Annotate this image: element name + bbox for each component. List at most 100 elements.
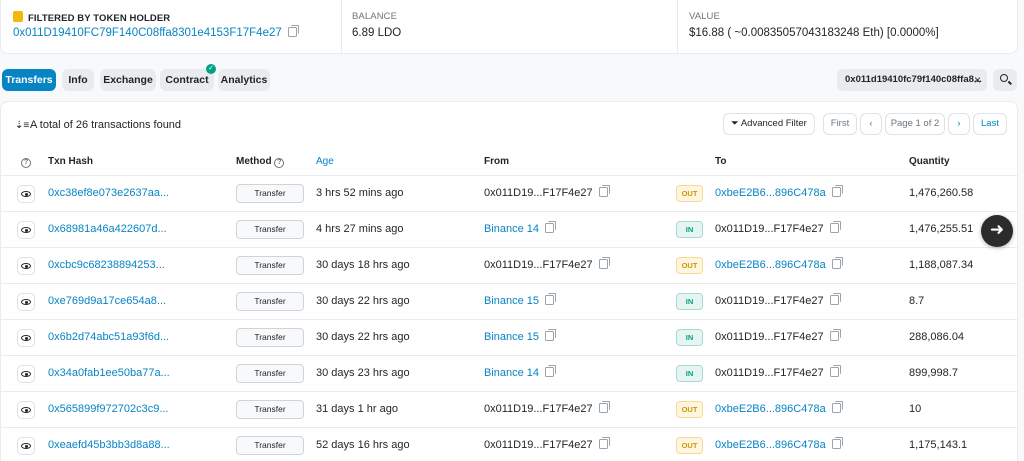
holder-address-link[interactable]: 0x011D19410FC79F140C08ffa8301e4153F17F4e… xyxy=(13,27,282,39)
close-icon[interactable]: × xyxy=(973,73,981,87)
copy-icon[interactable] xyxy=(829,221,841,233)
copy-icon[interactable] xyxy=(829,293,841,305)
method-badge: Transfer xyxy=(236,256,304,275)
value-section: VALUE $16.88 ( ~0.00835057043183248 Eth)… xyxy=(677,0,1017,54)
sort-icon: ⇣≡ xyxy=(15,120,30,131)
to-address[interactable]: 0x011D19...F17F4e27 xyxy=(715,329,841,343)
to-address[interactable]: 0x011D19...F17F4e27 xyxy=(715,293,841,307)
eye-icon xyxy=(21,443,31,449)
direction-badge: IN xyxy=(676,329,703,346)
view-details-button[interactable] xyxy=(17,365,35,383)
copy-icon[interactable] xyxy=(829,329,841,341)
direction-badge: IN xyxy=(676,293,703,310)
filter-chip-label: 0x011d19410fc79f140c08ffa8... xyxy=(845,74,982,85)
copy-icon[interactable] xyxy=(287,25,299,37)
txn-hash-link[interactable]: 0x6b2d74abc51a93f6d... xyxy=(48,331,170,343)
eye-icon xyxy=(21,263,31,269)
next-page-button[interactable]: › xyxy=(948,113,970,135)
copy-icon[interactable] xyxy=(598,401,610,413)
tab-transfers[interactable]: Transfers xyxy=(2,69,56,91)
to-address[interactable]: 0x011D19...F17F4e27 xyxy=(715,365,841,379)
view-details-button[interactable] xyxy=(17,185,35,203)
to-address[interactable]: 0xbeE2B6...896C478a xyxy=(715,401,843,415)
view-details-button[interactable] xyxy=(17,329,35,347)
direction-badge: OUT xyxy=(676,437,703,454)
to-address[interactable]: 0xbeE2B6...896C478a xyxy=(715,257,843,271)
copy-icon[interactable] xyxy=(831,401,843,413)
method-badge: Transfer xyxy=(236,220,304,239)
table-row: 0x34a0fab1ee50ba77a... Transfer 30 days 23… xyxy=(1,356,1017,392)
age-text: 3 hrs 52 mins ago xyxy=(316,187,404,199)
transfers-card: ⇣≡A total of 26 transactions found ⏷ Adv… xyxy=(0,101,1018,461)
tab-exchange[interactable]: Exchange xyxy=(100,69,156,91)
quantity-value: 1,188,087.34 xyxy=(909,259,974,271)
txn-hash-link[interactable]: 0x565899f972702c3c9... xyxy=(48,403,169,415)
table-row: 0x6b2d74abc51a93f6d... Transfer 30 days 22… xyxy=(1,320,1017,356)
holder-address[interactable]: 0x011D19410FC79F140C08ffa8301e4153F17F4e… xyxy=(13,25,299,39)
balance-value: 6.89 LDO xyxy=(352,27,402,39)
table-header: ? Txn Hash Method ? Age From To Quantity xyxy=(1,148,1017,176)
copy-icon[interactable] xyxy=(831,185,843,197)
from-address[interactable]: Binance 14 xyxy=(484,365,557,379)
last-page-button[interactable]: Last xyxy=(973,113,1007,135)
table-row: 0xe769d9a17ce654a8... Transfer 30 days 22 … xyxy=(1,284,1017,320)
search-icon xyxy=(1000,74,1008,82)
to-address[interactable]: 0x011D19...F17F4e27 xyxy=(715,221,841,235)
first-page-button[interactable]: First xyxy=(823,113,857,135)
tab-analytics[interactable]: Analytics xyxy=(218,69,270,91)
to-address[interactable]: 0xbeE2B6...896C478a xyxy=(715,437,843,451)
from-address[interactable]: Binance 14 xyxy=(484,221,557,235)
view-details-button[interactable] xyxy=(17,293,35,311)
from-address[interactable]: 0x011D19...F17F4e27 xyxy=(484,257,610,271)
copy-icon[interactable] xyxy=(545,221,557,233)
search-button[interactable] xyxy=(993,69,1017,91)
view-details-button[interactable] xyxy=(17,257,35,275)
method-badge: Transfer xyxy=(236,328,304,347)
from-address[interactable]: 0x011D19...F17F4e27 xyxy=(484,437,610,451)
copy-icon[interactable] xyxy=(598,257,610,269)
txn-hash-link[interactable]: 0xeaefd45b3bb3d8a88... xyxy=(48,439,170,451)
method-help-icon[interactable]: ? xyxy=(274,158,285,168)
from-address[interactable]: 0x011D19...F17F4e27 xyxy=(484,185,610,199)
method-badge: Transfer xyxy=(236,436,304,455)
scroll-right-button[interactable]: ➜ xyxy=(981,215,1013,247)
view-details-button[interactable] xyxy=(17,437,35,455)
col-age[interactable]: Age xyxy=(316,156,334,167)
txn-hash-link[interactable]: 0xcbc9c68238894253... xyxy=(48,259,165,271)
view-details-button[interactable] xyxy=(17,401,35,419)
from-address[interactable]: Binance 15 xyxy=(484,293,557,307)
copy-icon[interactable] xyxy=(829,365,841,377)
verified-check-icon: ✓ xyxy=(206,64,216,74)
prev-page-button[interactable]: ‹ xyxy=(860,113,882,135)
quantity-value: 899,998.7 xyxy=(909,367,958,379)
txn-hash-link[interactable]: 0x68981a46a422607d... xyxy=(48,223,167,235)
txn-hash-link[interactable]: 0xe769d9a17ce654a8... xyxy=(48,295,167,307)
view-details-button[interactable] xyxy=(17,221,35,239)
from-address[interactable]: 0x011D19...F17F4e27 xyxy=(484,401,610,415)
balance-label: BALANCE xyxy=(352,11,398,22)
copy-icon[interactable] xyxy=(545,365,557,377)
col-method: Method ? xyxy=(236,156,285,168)
age-text: 30 days 22 hrs ago xyxy=(316,331,410,343)
direction-badge: OUT xyxy=(676,257,703,274)
copy-icon[interactable] xyxy=(598,437,610,449)
copy-icon[interactable] xyxy=(545,293,557,305)
txn-hash-link[interactable]: 0x34a0fab1ee50ba77a... xyxy=(48,367,170,379)
to-address[interactable]: 0xbeE2B6...896C478a xyxy=(715,185,843,199)
copy-icon[interactable] xyxy=(545,329,557,341)
table-row: 0xc38ef8e073e2637aa... Transfer 3 hrs 52 m… xyxy=(1,176,1017,212)
holder-summary-card: FILTERED BY TOKEN HOLDER 0x011D19410FC79… xyxy=(0,0,1018,54)
txn-hash-link[interactable]: 0xc38ef8e073e2637aa... xyxy=(48,187,170,199)
quantity-value: 1,175,143.1 xyxy=(909,439,968,451)
table-row: 0xeaefd45b3bb3d8a88... Transfer 52 days 16… xyxy=(1,428,1017,461)
tab-contract[interactable]: Contract xyxy=(160,69,214,91)
help-icon[interactable]: ? xyxy=(21,156,31,168)
tab-info[interactable]: Info xyxy=(62,69,94,91)
copy-icon[interactable] xyxy=(831,257,843,269)
direction-badge: OUT xyxy=(676,401,703,418)
copy-icon[interactable] xyxy=(831,437,843,449)
advanced-filter-button[interactable]: ⏷ Advanced Filter xyxy=(723,113,815,135)
from-address[interactable]: Binance 15 xyxy=(484,329,557,343)
copy-icon[interactable] xyxy=(598,185,610,197)
address-filter-chip[interactable]: 0x011d19410fc79f140c08ffa8... × xyxy=(837,69,987,91)
